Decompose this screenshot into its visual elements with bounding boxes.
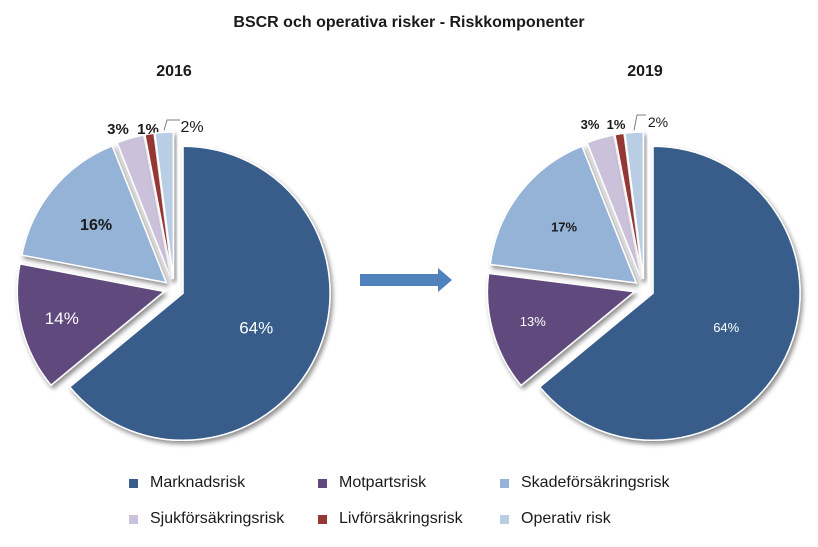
pie-slice-livforsakringsrisk <box>144 132 174 280</box>
legend-item-operativ-risk: Operativ risk <box>500 510 611 528</box>
legend: Marknadsrisk Motpartsrisk Skadeförsäkrin… <box>0 466 818 536</box>
pie-slice-livforsakringsrisk <box>614 132 644 280</box>
pie-2016: 64% 14% 16% 3% 1% 2% <box>16 119 331 442</box>
pie-slice-operativ-risk <box>154 131 175 280</box>
legend-label: Sjukförsäkringsrisk <box>150 510 285 527</box>
legend-swatch <box>318 478 327 488</box>
legend-swatch <box>500 478 509 488</box>
pie-2016-title: 2016 <box>156 63 192 80</box>
legend-item-livforsakringsrisk: Livförsäkringsrisk <box>318 510 463 528</box>
legend-item-motpartsrisk: Motpartsrisk <box>318 474 426 492</box>
pie-slice-sjukforsakringsrisk <box>586 134 642 280</box>
legend-label: Skadeförsäkringsrisk <box>521 474 670 491</box>
pie-slice-sjukforsakringsrisk <box>116 134 172 280</box>
pie-slice-marknadsrisk <box>538 145 801 442</box>
pie-slice-operativ-risk <box>624 131 645 280</box>
legend-swatch <box>129 514 138 524</box>
data-label-skadeforsakringsrisk: 17% <box>551 220 577 235</box>
leader-line <box>633 114 646 131</box>
legend-item-sjukforsakringsrisk: Sjukförsäkringsrisk <box>129 510 284 528</box>
legend-label: Motpartsrisk <box>339 474 427 491</box>
arrow-icon <box>360 268 452 292</box>
pie-2019-title: 2019 <box>627 63 663 80</box>
leader-line <box>163 119 180 131</box>
legend-label: Marknadsrisk <box>150 474 246 491</box>
figure-title: BSCR och operativa risker - Riskkomponen… <box>233 14 584 31</box>
legend-item-skadeforsakringsrisk: Skadeförsäkringsrisk <box>500 474 670 492</box>
legend-label: Livförsäkringsrisk <box>339 510 463 527</box>
data-label-sjukforsakringsrisk: 3% <box>107 121 129 138</box>
legend-label: Operativ risk <box>521 510 611 527</box>
pie-slice-motpartsrisk <box>486 272 637 387</box>
data-label-marknadsrisk: 64% <box>239 319 273 338</box>
legend-swatch <box>129 478 138 488</box>
legend-item-marknadsrisk: Marknadsrisk <box>129 474 245 492</box>
pie-slice-skadeforsakringsrisk <box>21 144 168 284</box>
data-label-operativ-risk: 2% <box>648 114 668 130</box>
data-label-sjukforsakringsrisk: 3% <box>581 117 600 132</box>
data-label-livforsakringsrisk: 1% <box>607 117 626 132</box>
data-label-motpartsrisk: 13% <box>520 314 546 329</box>
pie-slice-marknadsrisk <box>68 145 331 442</box>
data-label-marknadsrisk: 64% <box>713 320 739 335</box>
pie-2019: 64% 13% 17% 3% 1% 2% <box>486 114 801 442</box>
data-label-livforsakringsrisk: 1% <box>137 121 159 138</box>
pie-slice-motpartsrisk <box>16 263 167 387</box>
data-label-motpartsrisk: 14% <box>45 309 79 328</box>
data-label-skadeforsakringsrisk: 16% <box>80 217 112 234</box>
legend-swatch <box>500 514 509 524</box>
legend-swatch <box>318 514 327 524</box>
pie-slice-skadeforsakringsrisk <box>489 145 638 284</box>
data-label-operativ-risk: 2% <box>180 119 203 136</box>
